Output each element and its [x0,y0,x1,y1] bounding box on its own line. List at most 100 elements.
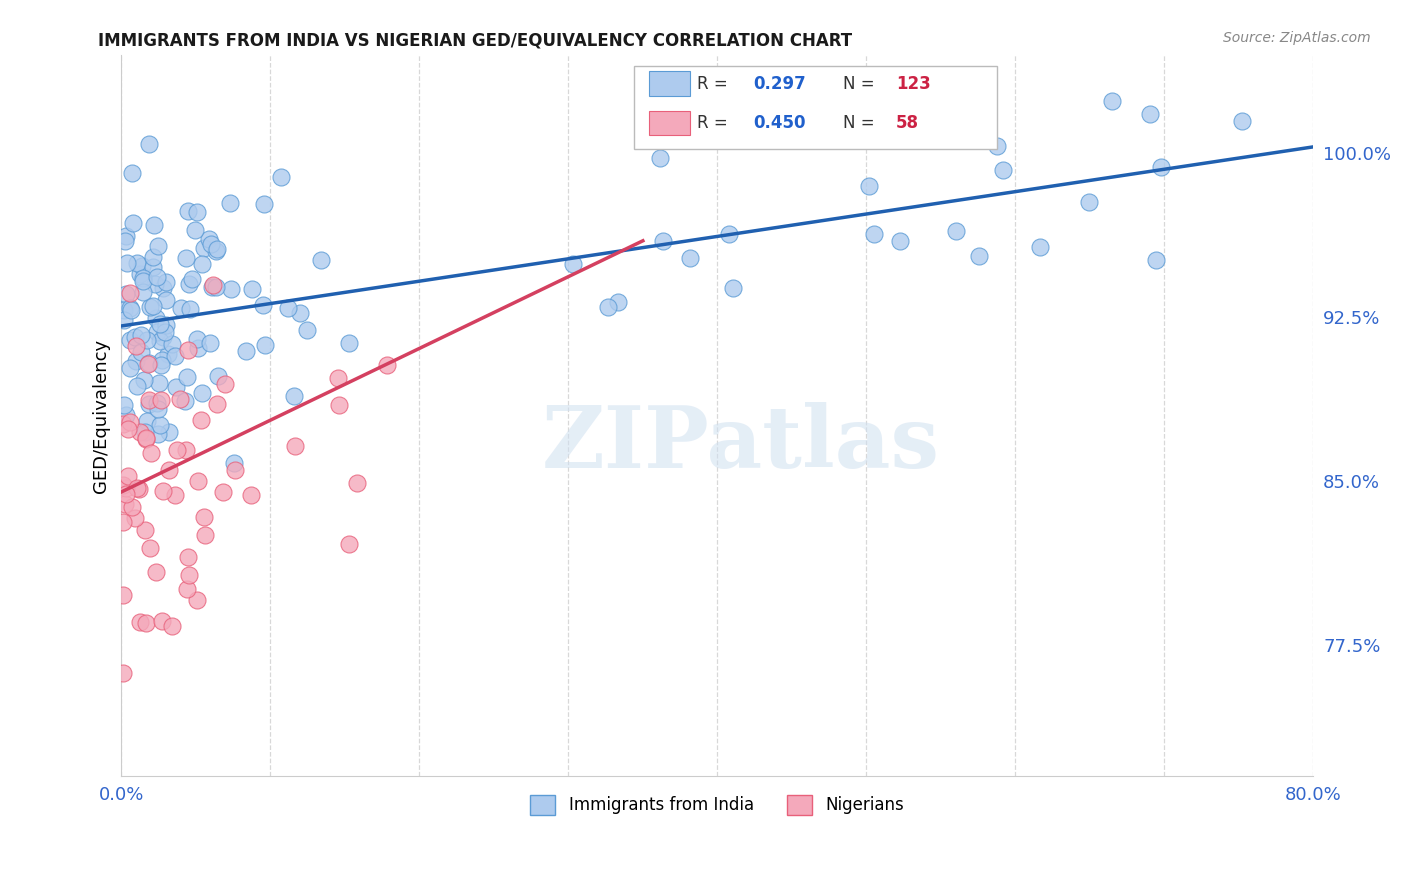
Point [132,373,155,387]
Point [111,665,134,680]
Point [201,280,224,294]
Point [111,588,134,602]
Point [1101,95,1123,109]
Point [132,274,155,288]
Point [200,236,222,251]
Point [129,327,152,342]
Point [139,446,162,460]
Point [117,422,139,436]
Point [114,497,136,511]
Point [148,402,170,417]
Point [193,509,215,524]
Point [160,619,183,633]
Point [337,335,360,350]
Point [129,267,152,281]
Point [134,523,156,537]
Point [295,323,318,337]
Point [652,234,675,248]
Point [148,238,170,252]
Point [155,293,177,307]
Point [112,313,135,327]
Point [1078,194,1101,209]
FancyBboxPatch shape [650,71,690,95]
Point [155,275,177,289]
Point [136,414,159,428]
Point [160,337,183,351]
Point [207,368,229,383]
Point [132,285,155,299]
Point [212,485,235,500]
Point [207,242,229,256]
Point [149,318,172,332]
Point [132,271,155,285]
Point [118,361,141,376]
Point [115,408,138,422]
Point [284,438,307,452]
Point [142,250,165,264]
Point [194,528,217,542]
Point [146,426,169,441]
Point [889,235,911,249]
Point [170,301,193,315]
Point [124,339,146,353]
Point [283,389,305,403]
Point [165,488,187,502]
Point [114,482,136,496]
Point [678,251,700,265]
Y-axis label: GED/Equivalency: GED/Equivalency [93,338,110,492]
Point [131,259,153,273]
Point [288,306,311,320]
Text: IMMIGRANTS FROM INDIA VS NIGERIAN GED/EQUIVALENCY CORRELATION CHART: IMMIGRANTS FROM INDIA VS NIGERIAN GED/EQ… [98,31,852,49]
Point [1029,240,1052,254]
Point [1139,107,1161,121]
Point [186,205,208,219]
Point [186,593,208,607]
Point [166,442,188,457]
Point [115,286,138,301]
Point [128,482,150,496]
Point [717,227,740,241]
Point [277,301,299,315]
Point [1150,161,1173,175]
Point [205,279,228,293]
Point [135,432,157,446]
Point [125,481,148,495]
Point [205,397,228,411]
Point [120,285,142,300]
Point [270,169,292,184]
Point [197,231,219,245]
Point [346,476,368,491]
Text: N =: N = [842,114,879,132]
Text: 58: 58 [896,114,920,132]
Point [190,413,212,427]
Point [129,344,152,359]
Point [129,615,152,629]
Point [1144,253,1167,268]
Point [191,257,214,271]
Point [309,252,332,267]
Text: 0.297: 0.297 [754,75,806,93]
Point [125,256,148,270]
Point [121,166,143,180]
Point [986,139,1008,153]
Point [184,223,207,237]
Point [945,224,967,238]
Point [969,249,991,263]
Text: R =: R = [697,75,733,93]
Point [214,376,236,391]
Point [239,488,262,502]
Point [155,325,177,339]
Point [138,136,160,151]
Point [157,463,180,477]
Point [165,380,187,394]
Point [149,334,172,349]
Point [858,179,880,194]
Point [1230,114,1253,128]
Point [863,227,886,241]
Point [177,203,200,218]
Point [177,343,200,357]
Point [163,349,186,363]
Legend: Immigrants from India, Nigerians: Immigrants from India, Nigerians [524,788,911,822]
Point [721,280,744,294]
Point [253,197,276,211]
